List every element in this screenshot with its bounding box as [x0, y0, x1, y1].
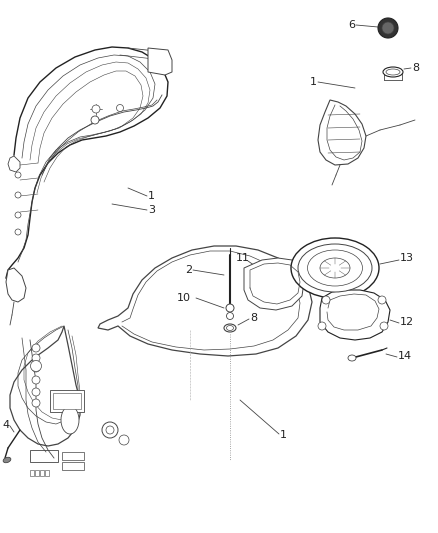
Bar [45, 470, 49, 476]
Bar [50, 390, 84, 412]
Text: 4: 4 [2, 420, 9, 430]
Polygon shape [244, 258, 304, 310]
Text: 14: 14 [398, 351, 412, 361]
Bar [35, 470, 39, 476]
Circle shape [380, 322, 388, 330]
Circle shape [15, 192, 21, 198]
Text: 1: 1 [148, 191, 155, 201]
Circle shape [226, 312, 233, 319]
Text: 8: 8 [250, 313, 257, 323]
Text: 12: 12 [400, 317, 414, 327]
Polygon shape [148, 48, 172, 75]
Circle shape [322, 296, 330, 304]
Ellipse shape [320, 258, 350, 278]
Circle shape [32, 399, 40, 407]
Circle shape [91, 116, 99, 124]
Ellipse shape [224, 324, 236, 332]
Text: 11: 11 [236, 253, 250, 263]
Circle shape [31, 360, 42, 372]
Circle shape [119, 435, 129, 445]
Ellipse shape [383, 67, 403, 77]
Text: 1: 1 [310, 77, 317, 87]
Bar [30, 470, 34, 476]
Bar [53, 393, 81, 409]
Circle shape [378, 296, 386, 304]
Text: 8: 8 [412, 63, 419, 73]
Bar [40, 470, 44, 476]
Bar [30, 450, 58, 462]
Circle shape [382, 22, 394, 34]
Polygon shape [10, 326, 80, 446]
Ellipse shape [291, 238, 379, 298]
Circle shape [106, 426, 114, 434]
Text: 1: 1 [280, 430, 287, 440]
Bar [62, 452, 84, 460]
Polygon shape [318, 100, 366, 165]
Ellipse shape [307, 250, 363, 286]
Polygon shape [98, 246, 312, 356]
Text: 3: 3 [148, 205, 155, 215]
Bar [62, 462, 84, 470]
Ellipse shape [3, 457, 11, 463]
Circle shape [32, 364, 40, 372]
Circle shape [102, 422, 118, 438]
Ellipse shape [386, 69, 400, 75]
Circle shape [92, 105, 100, 113]
Circle shape [226, 304, 234, 312]
Ellipse shape [226, 326, 233, 330]
Circle shape [32, 388, 40, 396]
Circle shape [378, 18, 398, 38]
Ellipse shape [348, 355, 356, 361]
Circle shape [15, 172, 21, 178]
Polygon shape [6, 268, 26, 302]
Polygon shape [320, 290, 390, 340]
Circle shape [32, 376, 40, 384]
Circle shape [32, 344, 40, 352]
Ellipse shape [298, 244, 372, 292]
Text: 6: 6 [348, 20, 355, 30]
Polygon shape [8, 156, 20, 172]
Circle shape [117, 104, 124, 111]
Ellipse shape [61, 406, 79, 434]
Circle shape [318, 322, 326, 330]
Text: 2: 2 [185, 265, 192, 275]
Circle shape [15, 229, 21, 235]
Circle shape [15, 212, 21, 218]
Text: 13: 13 [400, 253, 414, 263]
Text: 10: 10 [177, 293, 191, 303]
Circle shape [32, 354, 40, 362]
